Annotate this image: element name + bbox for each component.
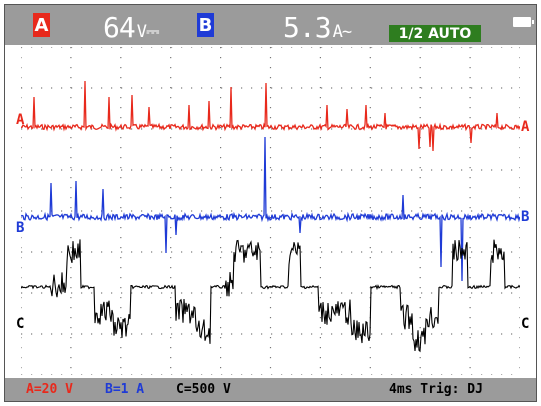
trace-b: [20, 136, 521, 282]
channel-b-unit: A~: [332, 22, 353, 42]
channel-a-badge[interactable]: A: [33, 13, 50, 37]
trace-a-end-label: A: [521, 119, 530, 135]
timebase-trigger[interactable]: 4ms Trig: DJ: [389, 382, 483, 397]
trace-c-end-label: C: [521, 316, 530, 332]
channel-a-value: 64: [103, 11, 136, 44]
trace-c-ground-marker: C: [16, 316, 25, 332]
channel-a-unit: V⎓: [136, 22, 160, 42]
trace-a: [20, 80, 521, 152]
waveform-plot: [20, 46, 521, 376]
grid: [20, 46, 521, 376]
battery-icon: [513, 17, 534, 27]
channel-b-reading: 5.3 A~: [283, 11, 353, 44]
channel-b-value: 5.3: [283, 11, 332, 44]
channel-c-scale[interactable]: C=500 V: [176, 382, 231, 397]
waveform-svg: [20, 46, 521, 376]
trace-b-end-label: B: [521, 209, 530, 225]
screen-frame: [4, 4, 537, 402]
trace-c: [20, 239, 521, 353]
channel-a-scale[interactable]: A=20 V: [26, 382, 73, 397]
top-readout-bar: A 64 V⎓ B 5.3 A~ 1/2 AUTO: [5, 5, 536, 45]
bottom-status-bar: A=20 V B=1 A C=500 V 4ms Trig: DJ: [5, 378, 536, 401]
channel-b-scale[interactable]: B=1 A: [105, 382, 145, 397]
trace-a-ground-marker: A: [16, 112, 25, 128]
auto-range-indicator: 1/2 AUTO: [389, 25, 481, 42]
channel-a-reading: 64 V⎓: [103, 11, 160, 44]
trace-b-ground-marker: B: [16, 220, 25, 236]
channel-b-badge[interactable]: B: [197, 13, 214, 37]
